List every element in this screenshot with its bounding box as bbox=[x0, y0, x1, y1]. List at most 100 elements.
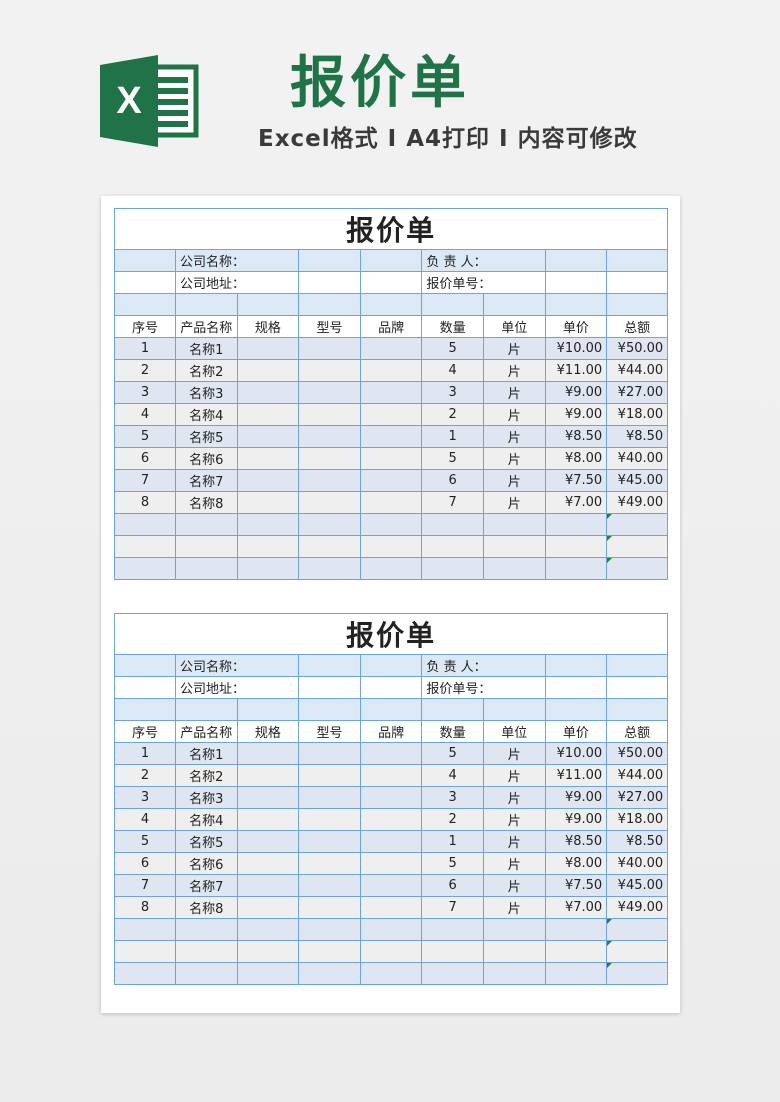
company-address-field[interactable] bbox=[298, 271, 361, 294]
unit-cell[interactable]: 片 bbox=[482, 830, 546, 853]
model-cell[interactable] bbox=[298, 742, 361, 765]
cell[interactable] bbox=[236, 557, 300, 580]
model-cell[interactable] bbox=[298, 852, 361, 875]
brand-cell[interactable] bbox=[359, 896, 423, 919]
cell[interactable] bbox=[544, 535, 608, 558]
quantity-cell[interactable]: 5 bbox=[421, 742, 484, 765]
index-cell[interactable]: 7 bbox=[114, 874, 176, 897]
column-header-model[interactable]: 型号 bbox=[298, 720, 361, 743]
unit-price-cell[interactable]: ¥9.00 bbox=[544, 381, 608, 404]
unit-price-cell[interactable]: ¥7.00 bbox=[544, 491, 608, 514]
index-cell[interactable]: 1 bbox=[114, 742, 176, 765]
company-name-field[interactable] bbox=[298, 654, 361, 677]
total-cell[interactable]: ¥18.00 bbox=[606, 403, 669, 426]
cell[interactable] bbox=[175, 918, 238, 941]
unit-cell[interactable]: 片 bbox=[482, 742, 546, 765]
cell[interactable] bbox=[114, 293, 176, 316]
quote-no-field[interactable] bbox=[544, 676, 608, 699]
spec-cell[interactable] bbox=[236, 337, 300, 360]
cell[interactable] bbox=[482, 535, 546, 558]
index-cell[interactable]: 3 bbox=[114, 381, 176, 404]
product-name-cell[interactable]: 名称6 bbox=[175, 447, 238, 470]
column-header-quantity[interactable]: 数量 bbox=[421, 315, 484, 338]
brand-cell[interactable] bbox=[359, 425, 423, 448]
company-address-label[interactable]: 公司地址： bbox=[174, 676, 300, 699]
product-name-cell[interactable]: 名称1 bbox=[175, 742, 238, 765]
index-cell[interactable]: 5 bbox=[114, 830, 176, 853]
product-name-cell[interactable]: 名称4 bbox=[175, 808, 238, 831]
cell[interactable] bbox=[606, 654, 669, 677]
cell[interactable] bbox=[544, 557, 608, 580]
cell[interactable] bbox=[298, 293, 361, 316]
total-cell[interactable]: ¥50.00 bbox=[606, 337, 669, 360]
model-cell[interactable] bbox=[298, 764, 361, 787]
total-cell[interactable]: ¥8.50 bbox=[606, 425, 669, 448]
total-cell[interactable]: ¥50.00 bbox=[606, 742, 669, 765]
cell[interactable] bbox=[114, 557, 176, 580]
column-header-brand[interactable]: 品牌 bbox=[359, 720, 423, 743]
cell[interactable] bbox=[359, 535, 423, 558]
brand-cell[interactable] bbox=[359, 447, 423, 470]
brand-cell[interactable] bbox=[359, 403, 423, 426]
model-cell[interactable] bbox=[298, 491, 361, 514]
cell[interactable] bbox=[114, 918, 176, 941]
cell[interactable] bbox=[236, 962, 300, 985]
cell[interactable] bbox=[359, 654, 423, 677]
cell[interactable] bbox=[421, 513, 484, 536]
unit-cell[interactable]: 片 bbox=[482, 359, 546, 382]
brand-cell[interactable] bbox=[359, 874, 423, 897]
model-cell[interactable] bbox=[298, 425, 361, 448]
cell[interactable] bbox=[421, 535, 484, 558]
unit-price-cell[interactable]: ¥8.50 bbox=[544, 425, 608, 448]
index-cell[interactable]: 7 bbox=[114, 469, 176, 492]
brand-cell[interactable] bbox=[359, 852, 423, 875]
cell[interactable] bbox=[544, 940, 608, 963]
quantity-cell[interactable]: 2 bbox=[421, 403, 484, 426]
quantity-cell[interactable]: 2 bbox=[421, 808, 484, 831]
cell[interactable] bbox=[421, 940, 484, 963]
cell[interactable] bbox=[359, 271, 423, 294]
unit-cell[interactable]: 片 bbox=[482, 786, 546, 809]
cell[interactable] bbox=[114, 249, 176, 272]
model-cell[interactable] bbox=[298, 808, 361, 831]
unit-price-cell[interactable]: ¥10.00 bbox=[544, 337, 608, 360]
model-cell[interactable] bbox=[298, 830, 361, 853]
manager-label[interactable]: 负 责 人： bbox=[421, 654, 546, 677]
column-header-spec[interactable]: 规格 bbox=[236, 720, 300, 743]
spec-cell[interactable] bbox=[236, 830, 300, 853]
total-cell[interactable]: ¥40.00 bbox=[606, 447, 669, 470]
cell[interactable] bbox=[114, 698, 176, 721]
cell[interactable] bbox=[606, 940, 669, 963]
spec-cell[interactable] bbox=[236, 874, 300, 897]
model-cell[interactable] bbox=[298, 337, 361, 360]
total-cell[interactable]: ¥49.00 bbox=[606, 491, 669, 514]
brand-cell[interactable] bbox=[359, 359, 423, 382]
cell[interactable] bbox=[606, 513, 669, 536]
column-header-product-name[interactable]: 产品名称 bbox=[175, 315, 238, 338]
quantity-cell[interactable]: 7 bbox=[421, 491, 484, 514]
column-header-unit-price[interactable]: 单价 bbox=[544, 720, 608, 743]
product-name-cell[interactable]: 名称1 bbox=[175, 337, 238, 360]
spec-cell[interactable] bbox=[236, 786, 300, 809]
cell[interactable] bbox=[606, 557, 669, 580]
cell[interactable] bbox=[114, 962, 176, 985]
cell[interactable] bbox=[114, 535, 176, 558]
column-header-spec[interactable]: 规格 bbox=[236, 315, 300, 338]
spec-cell[interactable] bbox=[236, 469, 300, 492]
unit-price-cell[interactable]: ¥8.00 bbox=[544, 447, 608, 470]
company-address-field[interactable] bbox=[298, 676, 361, 699]
cell[interactable] bbox=[359, 676, 423, 699]
cell[interactable] bbox=[421, 293, 484, 316]
company-name-label[interactable]: 公司名称： bbox=[174, 249, 300, 272]
product-name-cell[interactable]: 名称4 bbox=[175, 403, 238, 426]
cell[interactable] bbox=[114, 676, 176, 699]
manager-field[interactable] bbox=[544, 654, 608, 677]
cell[interactable] bbox=[175, 535, 238, 558]
column-header-unit[interactable]: 单位 bbox=[482, 315, 546, 338]
unit-price-cell[interactable]: ¥10.00 bbox=[544, 742, 608, 765]
unit-price-cell[interactable]: ¥11.00 bbox=[544, 764, 608, 787]
cell[interactable] bbox=[298, 698, 361, 721]
cell[interactable] bbox=[298, 962, 361, 985]
cell[interactable] bbox=[544, 962, 608, 985]
unit-price-cell[interactable]: ¥7.00 bbox=[544, 896, 608, 919]
